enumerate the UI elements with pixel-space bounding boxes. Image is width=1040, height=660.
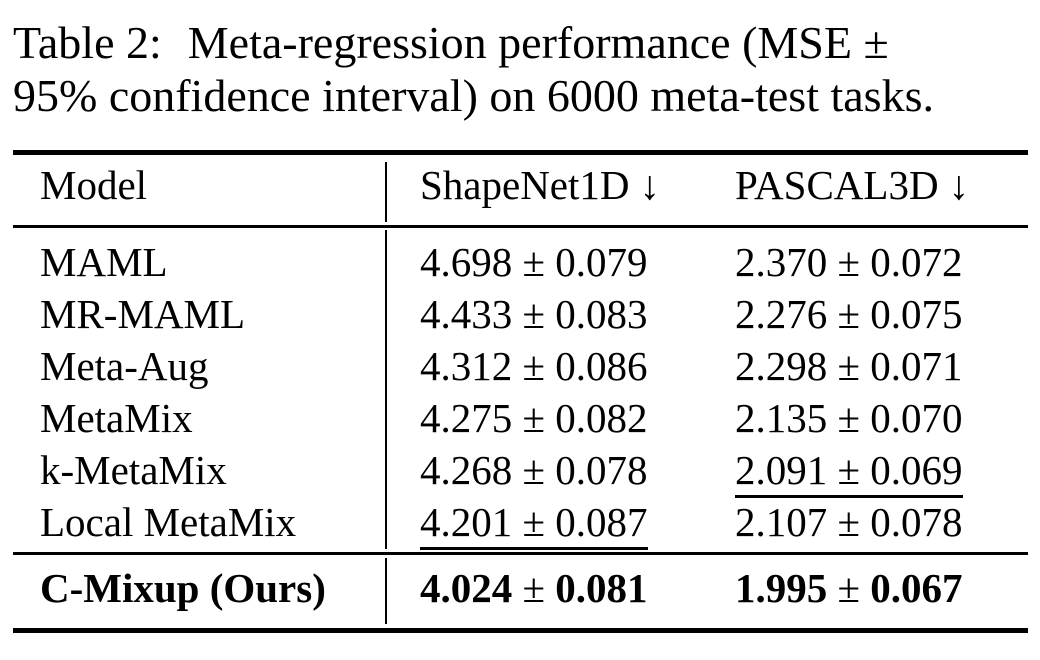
table-row: MAML 4.698 ± 0.079 2.370 ± 0.072 — [13, 236, 1028, 288]
table-row: Meta-Aug 4.312 ± 0.086 2.298 ± 0.071 — [13, 340, 1028, 392]
down-arrow-icon: ↓ — [948, 162, 970, 208]
pascal3d-value-cell: 2.107 ± 0.078 — [735, 499, 963, 545]
shapenet1d-value-cell: 4.698 ± 0.079 — [420, 239, 648, 285]
column-header-pascal3d: PASCAL3D ↓ — [735, 162, 970, 208]
caption-table-tag: Table 2: — [13, 17, 162, 68]
pascal3d-value-cell: 2.091 ± 0.069 — [722, 444, 1028, 498]
table-row: Local MetaMix 4.201 ± 0.087 2.107 ± 0.07… — [13, 496, 1028, 550]
pascal3d-value-cell: 2.298 ± 0.071 — [735, 343, 963, 389]
down-arrow-icon: ↓ — [639, 162, 661, 208]
shapenet1d-value-cell: 4.024 ± 0.081 — [420, 565, 648, 611]
pascal3d-value-cell: 2.135 ± 0.070 — [735, 395, 963, 441]
plus-minus-sign: ± — [837, 565, 861, 611]
table-row: MetaMix 4.275 ± 0.082 2.135 ± 0.070 — [13, 392, 1028, 444]
column-divider-best — [385, 558, 387, 624]
model-name-cell: Local MetaMix — [40, 499, 297, 545]
caption-text: Meta-regression performance (MSE ± — [187, 17, 889, 68]
table-header-rule — [13, 225, 1028, 228]
table-top-rule — [13, 150, 1028, 155]
model-name-cell: MAML — [40, 239, 168, 285]
model-name-cell: k-MetaMix — [40, 447, 227, 493]
shapenet1d-value-cell: 4.433 ± 0.083 — [420, 291, 648, 337]
column-divider-header — [385, 162, 387, 222]
table-caption: Table 2: Meta-regression performance (MSE… — [13, 16, 934, 122]
pascal3d-value-cell: 1.995 ± 0.067 — [735, 565, 963, 611]
column-divider-body — [385, 230, 387, 549]
table-best-row: C-Mixup (Ours) 4.024 ± 0.081 1.995 ± 0.0… — [13, 556, 1028, 628]
table-body: MAML 4.698 ± 0.079 2.370 ± 0.072 MR-MAML… — [13, 232, 1028, 550]
model-name-cell: MR-MAML — [40, 291, 246, 337]
column-header-shapenet1d: ShapeNet1D ↓ — [420, 162, 661, 208]
shapenet1d-value-cell: 4.268 ± 0.078 — [420, 447, 648, 493]
model-name-cell: MetaMix — [40, 395, 193, 441]
table-row: MR-MAML 4.433 ± 0.083 2.276 ± 0.075 — [13, 288, 1028, 340]
caption-line-1: Table 2: Meta-regression performance (MSE… — [13, 16, 934, 69]
column-header-model: Model — [40, 162, 148, 208]
caption-line-2: 95% confidence interval) on 6000 meta-te… — [13, 70, 934, 121]
shapenet1d-value-cell: 4.201 ± 0.087 — [388, 496, 722, 550]
pascal3d-value-cell: 2.276 ± 0.075 — [735, 291, 963, 337]
table-row: k-MetaMix 4.268 ± 0.078 2.091 ± 0.069 — [13, 444, 1028, 498]
model-name-cell: Meta-Aug — [40, 343, 209, 389]
pascal3d-value-cell: 2.370 ± 0.072 — [735, 239, 963, 285]
shapenet1d-value-cell: 4.275 ± 0.082 — [420, 395, 648, 441]
plus-minus-sign: ± — [522, 565, 546, 611]
model-name-cell: C-Mixup (Ours) — [40, 565, 326, 611]
table-header-row: Model ShapeNet1D ↓ PASCAL3D ↓ — [13, 155, 1028, 225]
shapenet1d-value-cell: 4.312 ± 0.086 — [420, 343, 648, 389]
table-midrule-above-best — [13, 552, 1028, 555]
table-bottom-rule — [13, 628, 1028, 633]
